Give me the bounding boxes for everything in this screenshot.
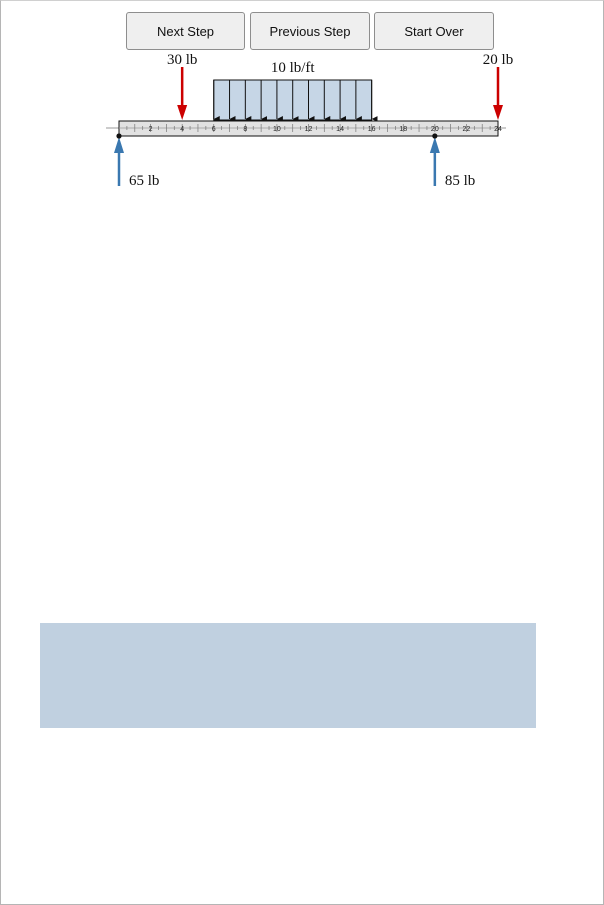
scale-tick-label: 6 [212, 126, 216, 133]
distributed-load [213, 79, 378, 122]
reaction-arrowhead [114, 137, 124, 153]
support-pin [432, 133, 438, 139]
scale-tick-label: 22 [463, 126, 471, 133]
reaction-label: 65 lb [129, 173, 159, 189]
scale-tick-label: 12 [305, 126, 313, 133]
distributed-load-label: 10 lb/ft [271, 60, 316, 76]
point-load-label: 30 lb [167, 52, 197, 68]
previous-step-button[interactable]: Previous Step [250, 12, 370, 50]
scale-tick-label: 20 [431, 126, 439, 133]
scale-tick-label: 18 [399, 126, 407, 133]
reaction-arrowhead [429, 137, 440, 153]
explanation-panel [40, 623, 536, 728]
point-load-arrowhead [177, 105, 188, 120]
reactions [114, 133, 440, 186]
reaction-label: 85 lb [445, 173, 475, 189]
scale-tick-label: 14 [336, 126, 344, 133]
point-load-label: 20 lb [483, 52, 513, 68]
point-loads [177, 67, 503, 120]
scale-tick-label: 16 [368, 126, 376, 133]
start-over-button[interactable]: Start Over [374, 12, 494, 50]
beam-scale: 2 4 6 8 10 12 14 16 18 20 22 24 [126, 124, 502, 133]
scale-tick-label: 4 [180, 126, 184, 133]
scale-tick-label: 2 [149, 126, 153, 133]
scale-tick-label: 8 [243, 126, 247, 133]
scale-tick-label: 24 [494, 126, 502, 133]
force-labels: 10 lb/ft 30 lb 20 lb 65 lb 85 lb [129, 52, 513, 189]
next-step-button[interactable]: Next Step [126, 12, 245, 50]
point-load-arrowhead [493, 105, 503, 120]
scale-tick-label: 10 [273, 126, 281, 133]
support-pin [116, 133, 122, 139]
